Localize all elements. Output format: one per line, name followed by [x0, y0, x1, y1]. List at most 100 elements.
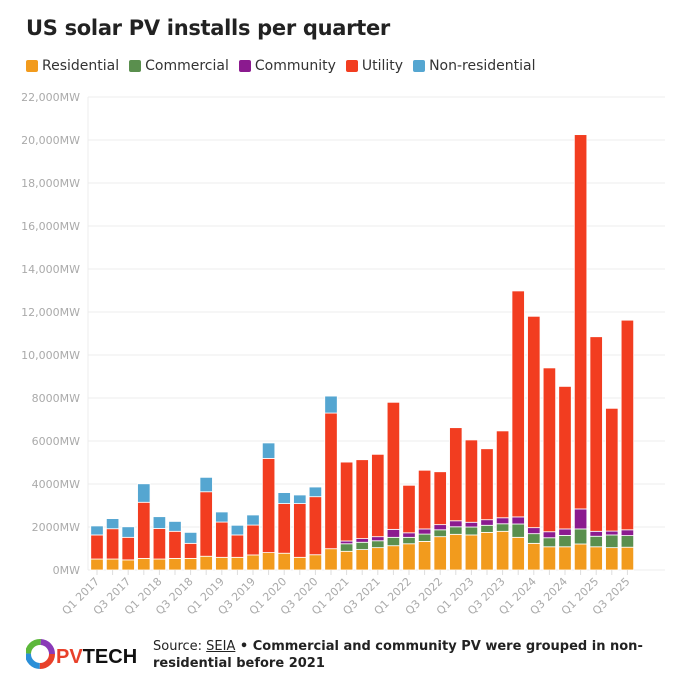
bar-segment-commercial [449, 526, 463, 535]
bar-segment-utility [480, 448, 494, 521]
bar-segment-residential [246, 554, 260, 571]
bar-segment-residential [573, 543, 588, 571]
bar-segment-commercial [589, 535, 603, 548]
source-note: Source: SEIA • Commercial and community … [153, 638, 683, 672]
legend-swatch [26, 60, 38, 72]
bar-segment-utility [246, 524, 260, 556]
y-tick-label: 14,000MW [21, 263, 80, 276]
y-tick-label: 10,000MW [21, 349, 80, 362]
bar-segment-non-residential [308, 486, 323, 498]
bar-segment-residential [121, 559, 135, 571]
bar-segment-utility [137, 501, 151, 559]
y-tick-label: 16,000MW [21, 220, 80, 233]
bar-segment-residential [355, 549, 369, 571]
legend-swatch [129, 60, 142, 72]
bar-segment-residential [542, 546, 557, 571]
bar-segment-utility [199, 491, 213, 557]
bar-segment-residential [417, 541, 432, 571]
bar-segment-residential [105, 558, 120, 571]
bar-segment-residential [511, 536, 525, 571]
bar-segment-residential [137, 557, 151, 571]
y-tick-label: 8000MW [32, 392, 80, 405]
bar-segment-residential [386, 545, 401, 571]
legend-label: Residential [42, 58, 120, 74]
bar-segment-commercial [558, 534, 572, 548]
bar-segment-community [402, 532, 416, 538]
legend-item: Utility [345, 58, 404, 74]
bar-segment-commercial [620, 535, 635, 548]
bar-segment-commercial [386, 536, 401, 547]
bar-segment-residential [620, 546, 635, 571]
bar-segment-utility [121, 536, 135, 561]
footnote: • Commercial and community PV were group… [153, 639, 643, 671]
bar-segment-utility [558, 385, 572, 530]
y-tick-label: 18,000MW [21, 177, 80, 190]
bar-segment-utility [511, 290, 525, 518]
bar-segment-utility [152, 528, 167, 560]
bar-segment-community [495, 517, 510, 525]
bar-segment-non-residential [105, 518, 120, 530]
bar-segment-residential [464, 534, 479, 571]
bar-segment-residential [199, 555, 213, 571]
bar-segment-residential [605, 547, 619, 571]
bar-segment-commercial [339, 543, 354, 552]
source-link-seia[interactable]: SEIA [206, 639, 236, 654]
bar-segment-community [433, 524, 447, 531]
bar-segment-utility [183, 542, 198, 559]
bar-segment-community [527, 527, 541, 535]
bar-segment-non-residential [152, 516, 167, 529]
y-tick-label: 6000MW [32, 435, 80, 448]
bar-segment-non-residential [215, 511, 229, 523]
bar-segment-community [417, 528, 432, 535]
bar-segment-utility [433, 471, 447, 526]
bar-segment-community [511, 516, 525, 525]
legend-label: Community [254, 58, 336, 74]
bar-segment-utility [371, 453, 385, 538]
bar-segment-community [589, 530, 603, 537]
bar-segment-residential [230, 556, 245, 571]
bar-segment-community [449, 520, 463, 528]
bar-segment-residential [589, 546, 603, 571]
bar-segment-non-residential [137, 483, 151, 503]
bar-segment-utility [449, 427, 463, 522]
bar-segment-commercial [527, 533, 541, 544]
legend: Residential Commercial Community Utility Non… [26, 58, 536, 74]
bar-segment-community [355, 538, 369, 543]
y-tick-label: 4000MW [32, 478, 80, 491]
bar-segment-residential [277, 552, 291, 571]
bar-segment-non-residential [324, 395, 338, 414]
legend-item: Non-residential [413, 58, 536, 74]
bar-segment-community [371, 536, 385, 542]
bar-segment-residential [308, 554, 323, 571]
bar-segment-utility [277, 503, 291, 554]
chart-title: US solar PV installs per quarter [26, 16, 390, 40]
source-prefix: Source: [153, 639, 207, 654]
bar-segment-residential [152, 558, 167, 571]
bar-segment-non-residential [230, 524, 245, 536]
bar-segment-non-residential [90, 525, 104, 536]
bar-segment-residential [371, 547, 385, 571]
bar-segment-commercial [480, 524, 494, 533]
bar-segment-non-residential [293, 494, 307, 504]
bar-segment-utility [605, 407, 619, 532]
bar-segment-utility [355, 459, 369, 540]
bar-segment-residential [449, 533, 463, 571]
bar-segment-community [480, 519, 494, 526]
bar-segment-utility [386, 401, 401, 530]
bar-segment-community [464, 521, 479, 528]
y-tick-label: 0MW [53, 564, 80, 577]
bar-segment-residential [324, 548, 338, 571]
bar-segment-commercial [371, 540, 385, 549]
bar-segment-community [542, 531, 557, 539]
legend-label: Utility [361, 58, 404, 74]
pvtech-logo: PVTECH [26, 639, 137, 669]
bar-segment-utility [542, 367, 557, 533]
bar-segment-non-residential [246, 514, 260, 526]
y-tick-label: 12,000MW [21, 306, 80, 319]
chart-plot: 0MW 2000MW 4000MW 6000MW 8000MW 10,000MW 12,00… [21, 91, 665, 617]
bar-segment-residential [495, 530, 510, 571]
bar-segment-community [573, 508, 588, 530]
bar-segment-residential [339, 550, 354, 571]
bar-segment-non-residential [183, 531, 198, 544]
